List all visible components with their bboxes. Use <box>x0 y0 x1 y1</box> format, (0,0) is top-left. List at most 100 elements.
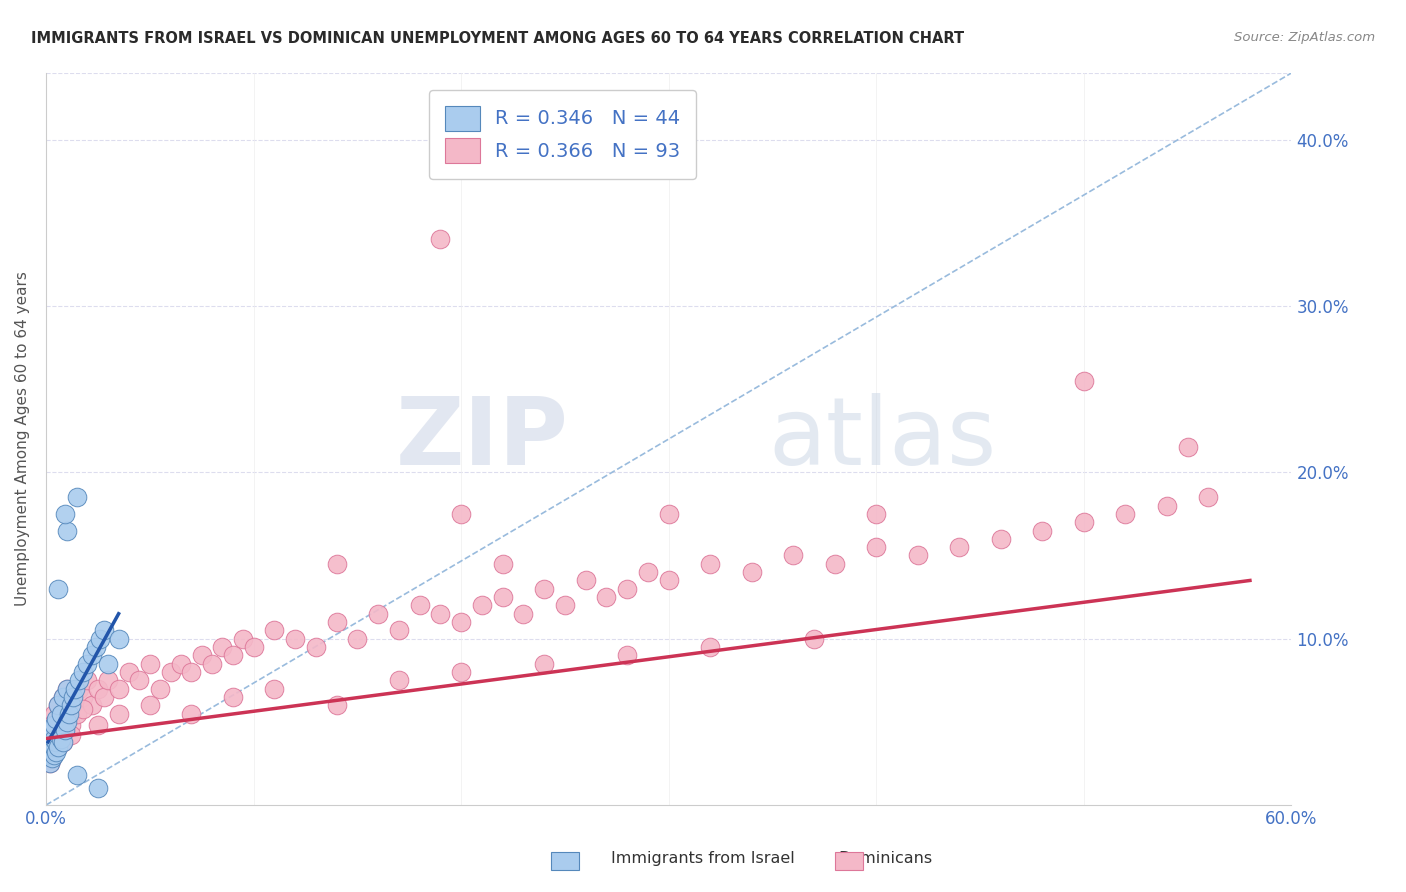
Point <box>44 739 66 754</box>
Point <box>616 582 638 596</box>
Point <box>62 698 84 713</box>
Point <box>49 728 72 742</box>
Point <box>45 735 67 749</box>
Point <box>575 574 598 588</box>
Text: Immigrants from Israel: Immigrants from Israel <box>612 851 794 865</box>
Point <box>616 648 638 663</box>
Point <box>492 590 515 604</box>
Point <box>305 640 328 654</box>
Point <box>658 574 681 588</box>
Point <box>39 739 62 754</box>
Point <box>492 557 515 571</box>
Point <box>44 706 66 721</box>
Point <box>533 582 555 596</box>
Point <box>84 640 107 654</box>
Point <box>63 681 86 696</box>
Point <box>948 540 970 554</box>
Point <box>128 673 150 688</box>
Point <box>159 665 181 679</box>
Point <box>325 615 347 629</box>
Point <box>824 557 846 571</box>
Point <box>699 557 721 571</box>
Point <box>52 735 75 749</box>
Point <box>37 731 59 746</box>
Point <box>782 549 804 563</box>
Point <box>59 728 82 742</box>
Point <box>80 698 103 713</box>
Text: IMMIGRANTS FROM ISRAEL VS DOMINICAN UNEMPLOYMENT AMONG AGES 60 TO 64 YEARS CORRE: IMMIGRANTS FROM ISRAEL VS DOMINICAN UNEM… <box>31 31 965 46</box>
Point <box>388 673 411 688</box>
Point <box>107 632 129 646</box>
Point <box>66 490 89 504</box>
Point <box>44 748 66 763</box>
Point <box>52 690 75 704</box>
Legend: R = 0.346   N = 44, R = 0.366   N = 93: R = 0.346 N = 44, R = 0.366 N = 93 <box>429 90 696 179</box>
Point <box>97 673 120 688</box>
Point <box>97 657 120 671</box>
Text: Source: ZipAtlas.com: Source: ZipAtlas.com <box>1234 31 1375 45</box>
Point <box>39 731 62 746</box>
Point <box>87 781 110 796</box>
Point <box>1177 441 1199 455</box>
Point <box>87 681 110 696</box>
Point <box>222 690 245 704</box>
Point <box>44 731 66 746</box>
Point <box>865 507 887 521</box>
Point <box>39 748 62 763</box>
Point <box>149 681 172 696</box>
Point <box>80 648 103 663</box>
Point <box>325 698 347 713</box>
Point <box>45 745 67 759</box>
Point <box>72 665 94 679</box>
Point <box>52 690 75 704</box>
Point <box>1156 499 1178 513</box>
Point <box>471 599 494 613</box>
Point <box>76 657 98 671</box>
Point <box>53 507 76 521</box>
Point <box>263 681 285 696</box>
Point <box>139 698 162 713</box>
Point <box>58 706 80 721</box>
Point <box>450 615 472 629</box>
Point <box>107 681 129 696</box>
Point <box>55 681 77 696</box>
Point <box>450 665 472 679</box>
Point <box>72 690 94 704</box>
Point <box>66 706 89 721</box>
Text: Dominicans: Dominicans <box>839 851 932 865</box>
Point <box>242 640 264 654</box>
Point <box>39 756 62 771</box>
Point <box>325 557 347 571</box>
Point <box>1073 374 1095 388</box>
Point <box>44 718 66 732</box>
Point <box>66 768 89 782</box>
Point <box>41 718 63 732</box>
Point <box>190 648 212 663</box>
Point <box>429 607 451 621</box>
Point <box>284 632 307 646</box>
Point <box>53 723 76 738</box>
Point <box>45 735 67 749</box>
Point <box>699 640 721 654</box>
Point <box>1073 515 1095 529</box>
Point <box>45 735 67 749</box>
Point <box>408 599 430 613</box>
Point <box>201 657 224 671</box>
Point <box>49 731 72 746</box>
Point <box>67 681 90 696</box>
Point <box>58 706 80 721</box>
Point <box>512 607 534 621</box>
Point <box>865 540 887 554</box>
Point <box>48 582 70 596</box>
Point <box>41 723 63 738</box>
Point <box>41 735 63 749</box>
Point <box>55 524 77 538</box>
Point <box>52 712 75 726</box>
Point <box>346 632 368 646</box>
Point <box>55 714 77 729</box>
Point <box>180 706 202 721</box>
Point <box>595 590 617 604</box>
Point <box>55 714 77 729</box>
Point <box>803 632 825 646</box>
Point <box>53 723 76 738</box>
